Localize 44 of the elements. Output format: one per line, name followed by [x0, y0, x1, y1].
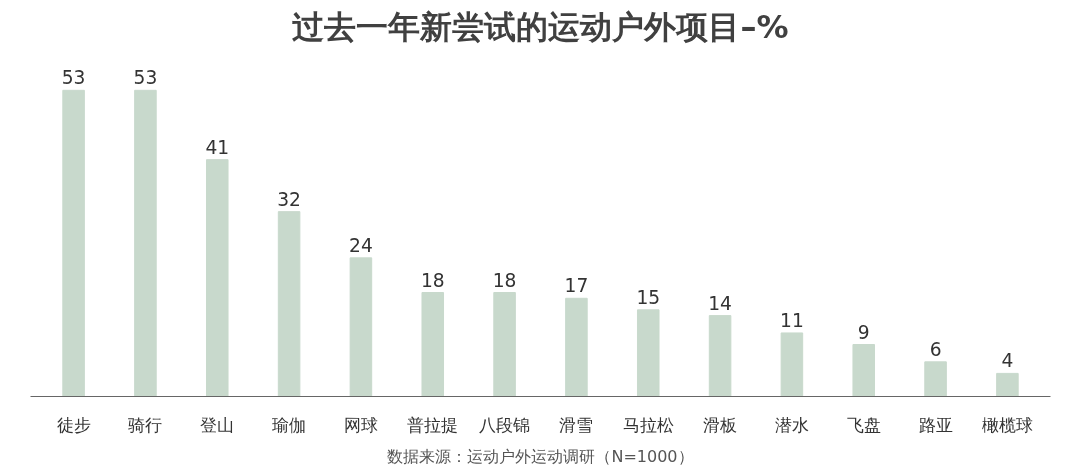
x-tick-label: 橄榄球: [981, 414, 1033, 435]
bar: [62, 89, 85, 397]
x-tick-label: 登山: [200, 414, 235, 435]
source-note: 数据来源：运动户外运动调研（N=1000）: [387, 446, 694, 466]
x-tick-label: 马拉松: [622, 414, 674, 435]
bar: [205, 159, 229, 397]
bar: [493, 292, 516, 397]
x-tick-label: 路亚: [918, 414, 953, 435]
data-label: 9: [857, 321, 870, 343]
bar: [780, 332, 804, 397]
x-tick-label: 飞盘: [846, 414, 881, 435]
data-label: 53: [61, 67, 86, 89]
data-label: 18: [420, 269, 445, 291]
data-label: 11: [780, 309, 804, 331]
bar: [636, 309, 660, 397]
data-label: 14: [708, 292, 732, 314]
data-label: 53: [133, 67, 158, 89]
bar: [277, 211, 301, 397]
bar: [924, 361, 947, 397]
bar: [421, 292, 445, 397]
x-tick-label: 骑行: [128, 414, 163, 435]
data-label: 18: [492, 269, 517, 291]
bar: [565, 297, 588, 397]
data-label: 32: [277, 188, 301, 210]
bar: [852, 344, 876, 397]
x-tick-label: 八段锦: [479, 414, 531, 435]
chart-title: 过去一年新尝试的运动户外项目–%: [292, 7, 789, 46]
data-label: 4: [1001, 350, 1014, 372]
x-tick-label: 普拉提: [407, 414, 459, 435]
x-tick-label: 滑雪: [559, 414, 594, 435]
bar: [349, 257, 373, 397]
data-label: 15: [636, 286, 661, 308]
data-label: 6: [929, 338, 942, 360]
bar: [708, 315, 732, 397]
data-label: 17: [564, 275, 589, 297]
x-tick-label: 潜水: [774, 414, 809, 435]
x-tick-label: 滑板: [703, 414, 738, 435]
data-label: 41: [205, 136, 230, 158]
bar: [996, 372, 1019, 397]
x-tick-label: 网球: [343, 414, 378, 435]
x-tick-label: 瑜伽: [272, 414, 307, 435]
x-tick-label: 徒步: [56, 414, 91, 435]
data-label: 24: [349, 234, 373, 256]
bar: [134, 89, 157, 397]
